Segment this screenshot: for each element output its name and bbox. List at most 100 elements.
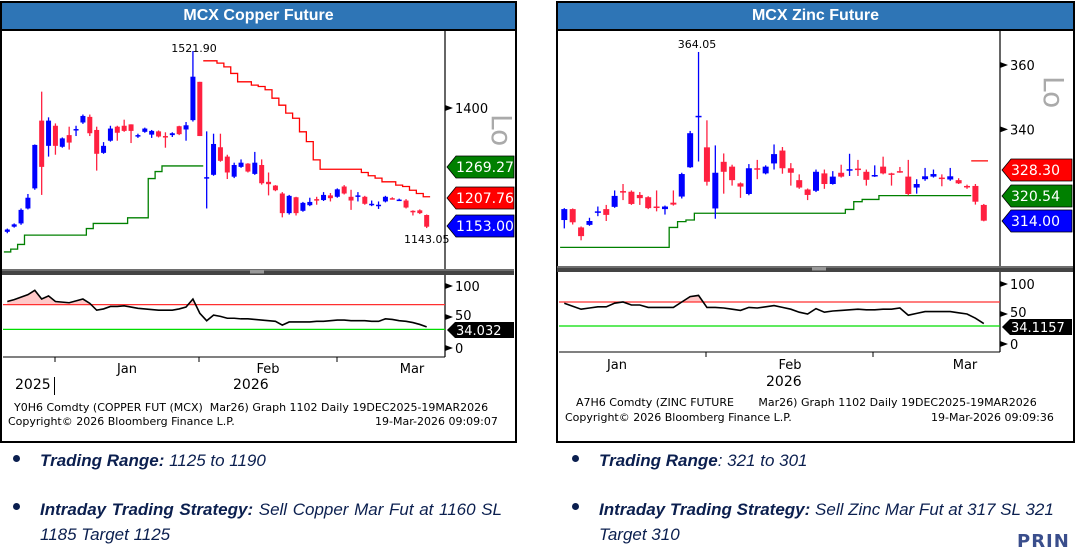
candle-body <box>829 176 836 185</box>
candle <box>871 165 878 177</box>
strategy-label: Intraday Trading Strategy: <box>40 500 254 519</box>
candle <box>211 133 217 176</box>
candle <box>586 217 593 226</box>
candle <box>73 125 79 137</box>
price-plot <box>3 51 431 253</box>
support-stop-line <box>3 165 204 253</box>
rsi-last-value: 34.032 <box>456 324 502 339</box>
chart-footer-timestamp: 19-Mar-2026 09:09:36 <box>931 411 1054 424</box>
candle <box>611 190 618 208</box>
candle <box>52 123 58 155</box>
copper-chart-panel: MCX Copper Future <box>0 1 517 443</box>
price-label-value: 314.00 <box>1011 214 1060 230</box>
candle-body <box>169 133 175 136</box>
candle <box>286 194 292 215</box>
candle-body <box>964 185 971 188</box>
candle <box>880 156 887 175</box>
candle-body <box>586 221 593 225</box>
candle <box>80 114 86 124</box>
candle-body <box>779 150 786 169</box>
candle-body <box>341 186 347 194</box>
candle <box>636 192 643 205</box>
candle <box>578 226 585 241</box>
candle-body <box>424 215 430 227</box>
candle-body <box>787 168 794 173</box>
candle-body <box>670 202 677 205</box>
y-tick-label: 1400 <box>455 102 488 117</box>
candle <box>930 169 937 178</box>
candle-body <box>362 196 368 204</box>
candle <box>101 142 107 154</box>
candle <box>121 119 127 132</box>
candle <box>231 162 237 179</box>
candle-body <box>149 130 155 135</box>
watermark-text: Lo <box>1037 76 1070 108</box>
candle <box>972 184 979 205</box>
candle <box>829 171 836 185</box>
price-label-value: 328.30 <box>1011 163 1060 179</box>
candle-body <box>101 145 107 153</box>
chart-footer-timestamp: 19-Mar-2026 09:09:07 <box>375 415 498 428</box>
candle <box>87 114 93 137</box>
candle-body <box>11 224 17 227</box>
candle <box>603 204 610 222</box>
candle <box>888 172 895 186</box>
candle <box>947 167 954 181</box>
rsi-tick-label: 100 <box>455 280 480 295</box>
rsi-line <box>564 294 985 325</box>
rsi-overbought-fill <box>7 290 427 305</box>
candle-body <box>636 194 643 199</box>
rsi-tick-marker <box>1000 281 1008 287</box>
candle <box>645 196 652 210</box>
candle <box>424 214 430 229</box>
bullet-icon <box>572 455 579 462</box>
candle-body <box>355 195 361 197</box>
charts-canvas: Lo 1521.90 1143.05 1400 100 50 0 34.032 1269.27 1… <box>2 30 1073 377</box>
candle <box>938 174 945 187</box>
candle-body <box>73 129 79 131</box>
candle-body <box>863 171 870 180</box>
candle <box>854 159 861 176</box>
price-label-badge <box>446 155 515 179</box>
rsi-overbought-fill <box>564 295 984 302</box>
candle-body <box>712 172 719 209</box>
y-tick-marker <box>1000 61 1008 68</box>
candle-body <box>653 206 660 209</box>
candle-body <box>389 198 395 200</box>
year-label: 2026 <box>766 374 802 390</box>
chart-footer-copyright: Copyright© 2026 Bloomberg Finance L.P. <box>8 415 235 428</box>
candle <box>252 151 258 175</box>
candle-body <box>417 210 423 214</box>
candle-body <box>94 129 100 154</box>
candle <box>4 228 10 234</box>
price-label-value: 320.54 <box>1011 189 1060 205</box>
candle <box>661 205 668 215</box>
candle-body <box>645 197 652 209</box>
price-label-badge <box>446 186 515 210</box>
candle-body <box>561 209 568 221</box>
candle-body <box>231 165 237 177</box>
candle <box>362 195 368 205</box>
candle <box>135 133 141 138</box>
candle-body <box>272 185 278 191</box>
candle-body <box>896 171 903 173</box>
zinc-chart-panel: MCX Zinc Future <box>556 1 1075 443</box>
candle-body <box>4 229 10 232</box>
candle <box>389 197 395 200</box>
price-plot <box>560 51 988 249</box>
candle <box>561 208 568 229</box>
candle <box>703 120 710 186</box>
candle <box>162 132 168 148</box>
candle <box>620 184 627 201</box>
zinc-trading-strategy: Intraday Trading Strategy: Sell Zinc Mar… <box>599 497 1061 547</box>
candle <box>183 122 189 141</box>
candle-body <box>300 202 306 211</box>
candle <box>980 203 987 222</box>
candle <box>821 169 828 189</box>
price-label-value: 1269.27 <box>456 160 514 176</box>
separator-grip-icon <box>812 267 826 271</box>
candle-body <box>245 163 251 172</box>
candle-body <box>279 193 285 214</box>
candle-body <box>737 183 744 187</box>
year-label: 2025 <box>15 377 51 393</box>
